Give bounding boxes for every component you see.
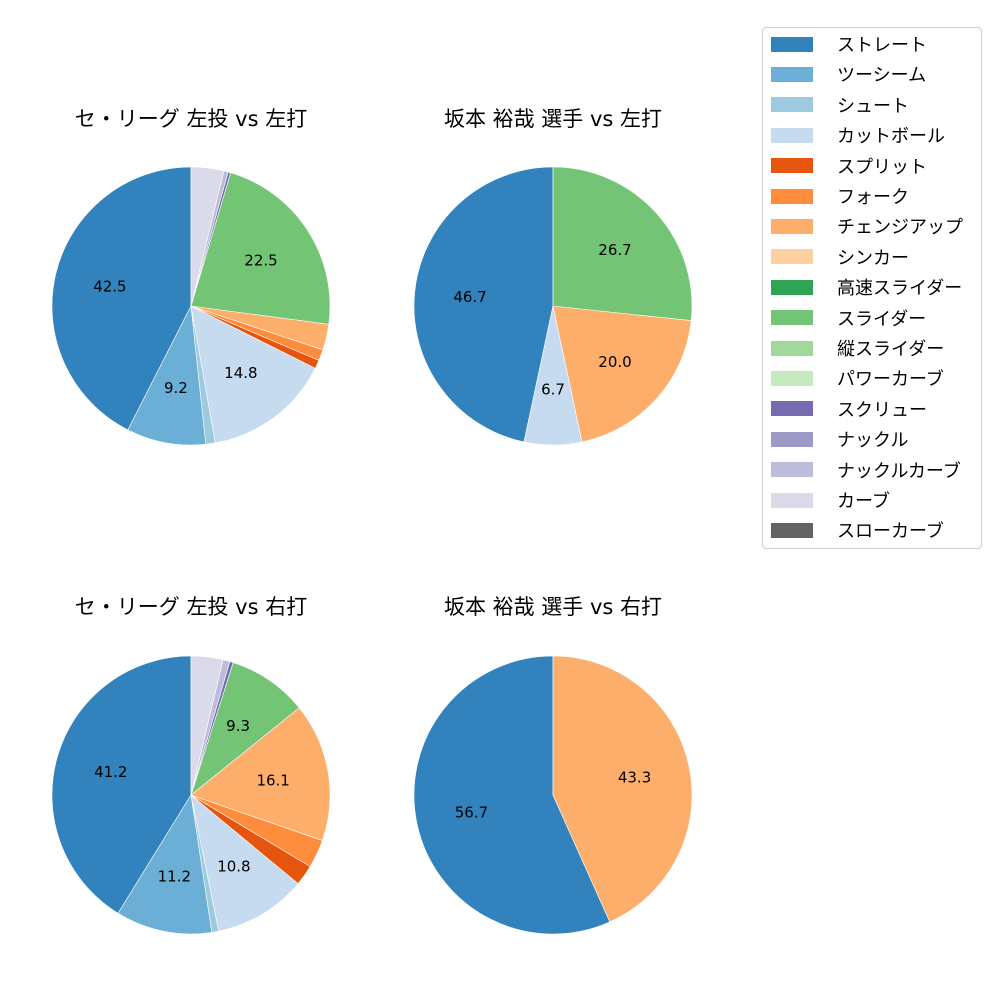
legend-label: チェンジアップ — [837, 217, 963, 239]
legend-item: カーブ — [771, 490, 890, 512]
legend-item: スクリュー — [771, 399, 927, 421]
pie-slice — [190, 166, 225, 307]
legend-swatch — [771, 249, 813, 265]
legend-swatch — [771, 522, 813, 538]
legend-label: ツーシーム — [837, 65, 927, 87]
slice-value-label: 14.8 — [224, 364, 257, 382]
pie-slice — [190, 305, 316, 444]
legend-swatch — [771, 188, 813, 204]
slice-value-label: 10.8 — [217, 858, 250, 876]
legend-item: 高速スライダー — [771, 277, 963, 300]
legend-label: ナックルカーブ — [837, 460, 961, 482]
pie-slice — [117, 794, 213, 935]
slice-value-label: 46.7 — [453, 288, 486, 306]
legend-label: ストレート — [837, 35, 927, 56]
chart-title-league-vs-right: セ・リーグ 左投 vs 右打 — [74, 595, 308, 619]
legend-label: スプリット — [837, 156, 927, 178]
legend-swatch — [771, 370, 813, 386]
slice-value-label: 42.5 — [93, 278, 126, 296]
legend-item: パワーカーブ — [771, 368, 944, 391]
legend-swatch — [771, 492, 813, 508]
slice-value-label: 26.7 — [598, 241, 631, 259]
slice-value-label: 22.5 — [244, 252, 277, 270]
chart-title-pitcher-vs-right: 坂本 裕哉 選手 vs 右打 — [443, 595, 663, 619]
slice-value-label: 56.7 — [455, 803, 488, 821]
slice-value-label: 41.2 — [94, 763, 127, 781]
legend-item: フォーク — [771, 186, 909, 208]
legend-item: スローカーブ — [771, 520, 944, 543]
pie-slice — [190, 172, 331, 325]
legend-label: カットボール — [837, 126, 945, 148]
legend-swatch — [771, 218, 813, 234]
legend-label: スクリュー — [837, 399, 927, 421]
legend-item: チェンジアップ — [771, 216, 963, 239]
pie-slice — [190, 655, 224, 796]
legend-swatch — [771, 462, 813, 478]
legend-swatch — [771, 36, 813, 52]
chart-title-league-vs-left: セ・リーグ 左投 vs 左打 — [74, 107, 308, 131]
legend-item: スプリット — [771, 156, 927, 178]
pie-slice — [127, 304, 207, 446]
legend-label: ナックル — [837, 430, 909, 452]
legend-label: フォーク — [837, 187, 909, 208]
legend-item: スライダー — [771, 308, 927, 330]
slice-value-label: 9.3 — [226, 717, 250, 735]
chart-title-pitcher-vs-left: 坂本 裕哉 選手 vs 左打 — [443, 107, 663, 131]
legend-item: ツーシーム — [771, 64, 927, 87]
legend-swatch — [771, 158, 813, 174]
legend-label: 高速スライダー — [837, 278, 963, 300]
legend-swatch — [771, 310, 813, 326]
slice-value-label: 20.0 — [598, 353, 631, 371]
pie-slice — [51, 655, 192, 914]
legend-swatch — [771, 431, 813, 447]
slice-value-label: 9.2 — [164, 379, 188, 397]
legend-swatch — [771, 127, 813, 143]
pie-slice — [413, 166, 554, 443]
legend-label: パワーカーブ — [837, 369, 944, 391]
legend: ストレートツーシームシュートカットボール スプリットフォークチェンジアップ シンカー… — [762, 27, 982, 549]
pie-slice — [413, 655, 611, 935]
legend-item: シュート — [771, 95, 909, 117]
pie-slice — [190, 794, 299, 932]
pie-slice — [552, 305, 692, 443]
legend-label: カーブ — [837, 491, 890, 512]
legend-label: シンカー — [837, 247, 909, 269]
legend-item: ストレート — [771, 34, 927, 56]
legend-swatch — [771, 279, 813, 295]
slice-value-label: 6.7 — [541, 380, 565, 398]
legend-label: スライダー — [837, 308, 927, 330]
legend-item: ナックル — [771, 429, 909, 452]
pie-slice — [190, 662, 300, 796]
legend-swatch — [771, 66, 813, 82]
pie-slice — [190, 707, 331, 841]
legend-swatch — [771, 97, 813, 113]
legend-item: カットボール — [771, 125, 945, 148]
legend-item: シンカー — [771, 247, 909, 269]
slice-value-label: 16.1 — [256, 772, 289, 790]
legend-swatch — [771, 401, 813, 417]
pie-slice — [552, 166, 693, 321]
legend-label: 縦スライダー — [837, 339, 945, 360]
legend-item: 縦スライダー — [771, 338, 945, 360]
slice-value-label: 11.2 — [158, 868, 191, 886]
slice-value-label: 43.3 — [618, 769, 651, 787]
legend-label: シュート — [837, 95, 909, 117]
pie-slice — [51, 166, 192, 431]
legend-item: ナックルカーブ — [771, 460, 961, 482]
pie-slice — [552, 655, 693, 923]
legend-label: スローカーブ — [837, 521, 944, 543]
legend-swatch — [771, 340, 813, 356]
